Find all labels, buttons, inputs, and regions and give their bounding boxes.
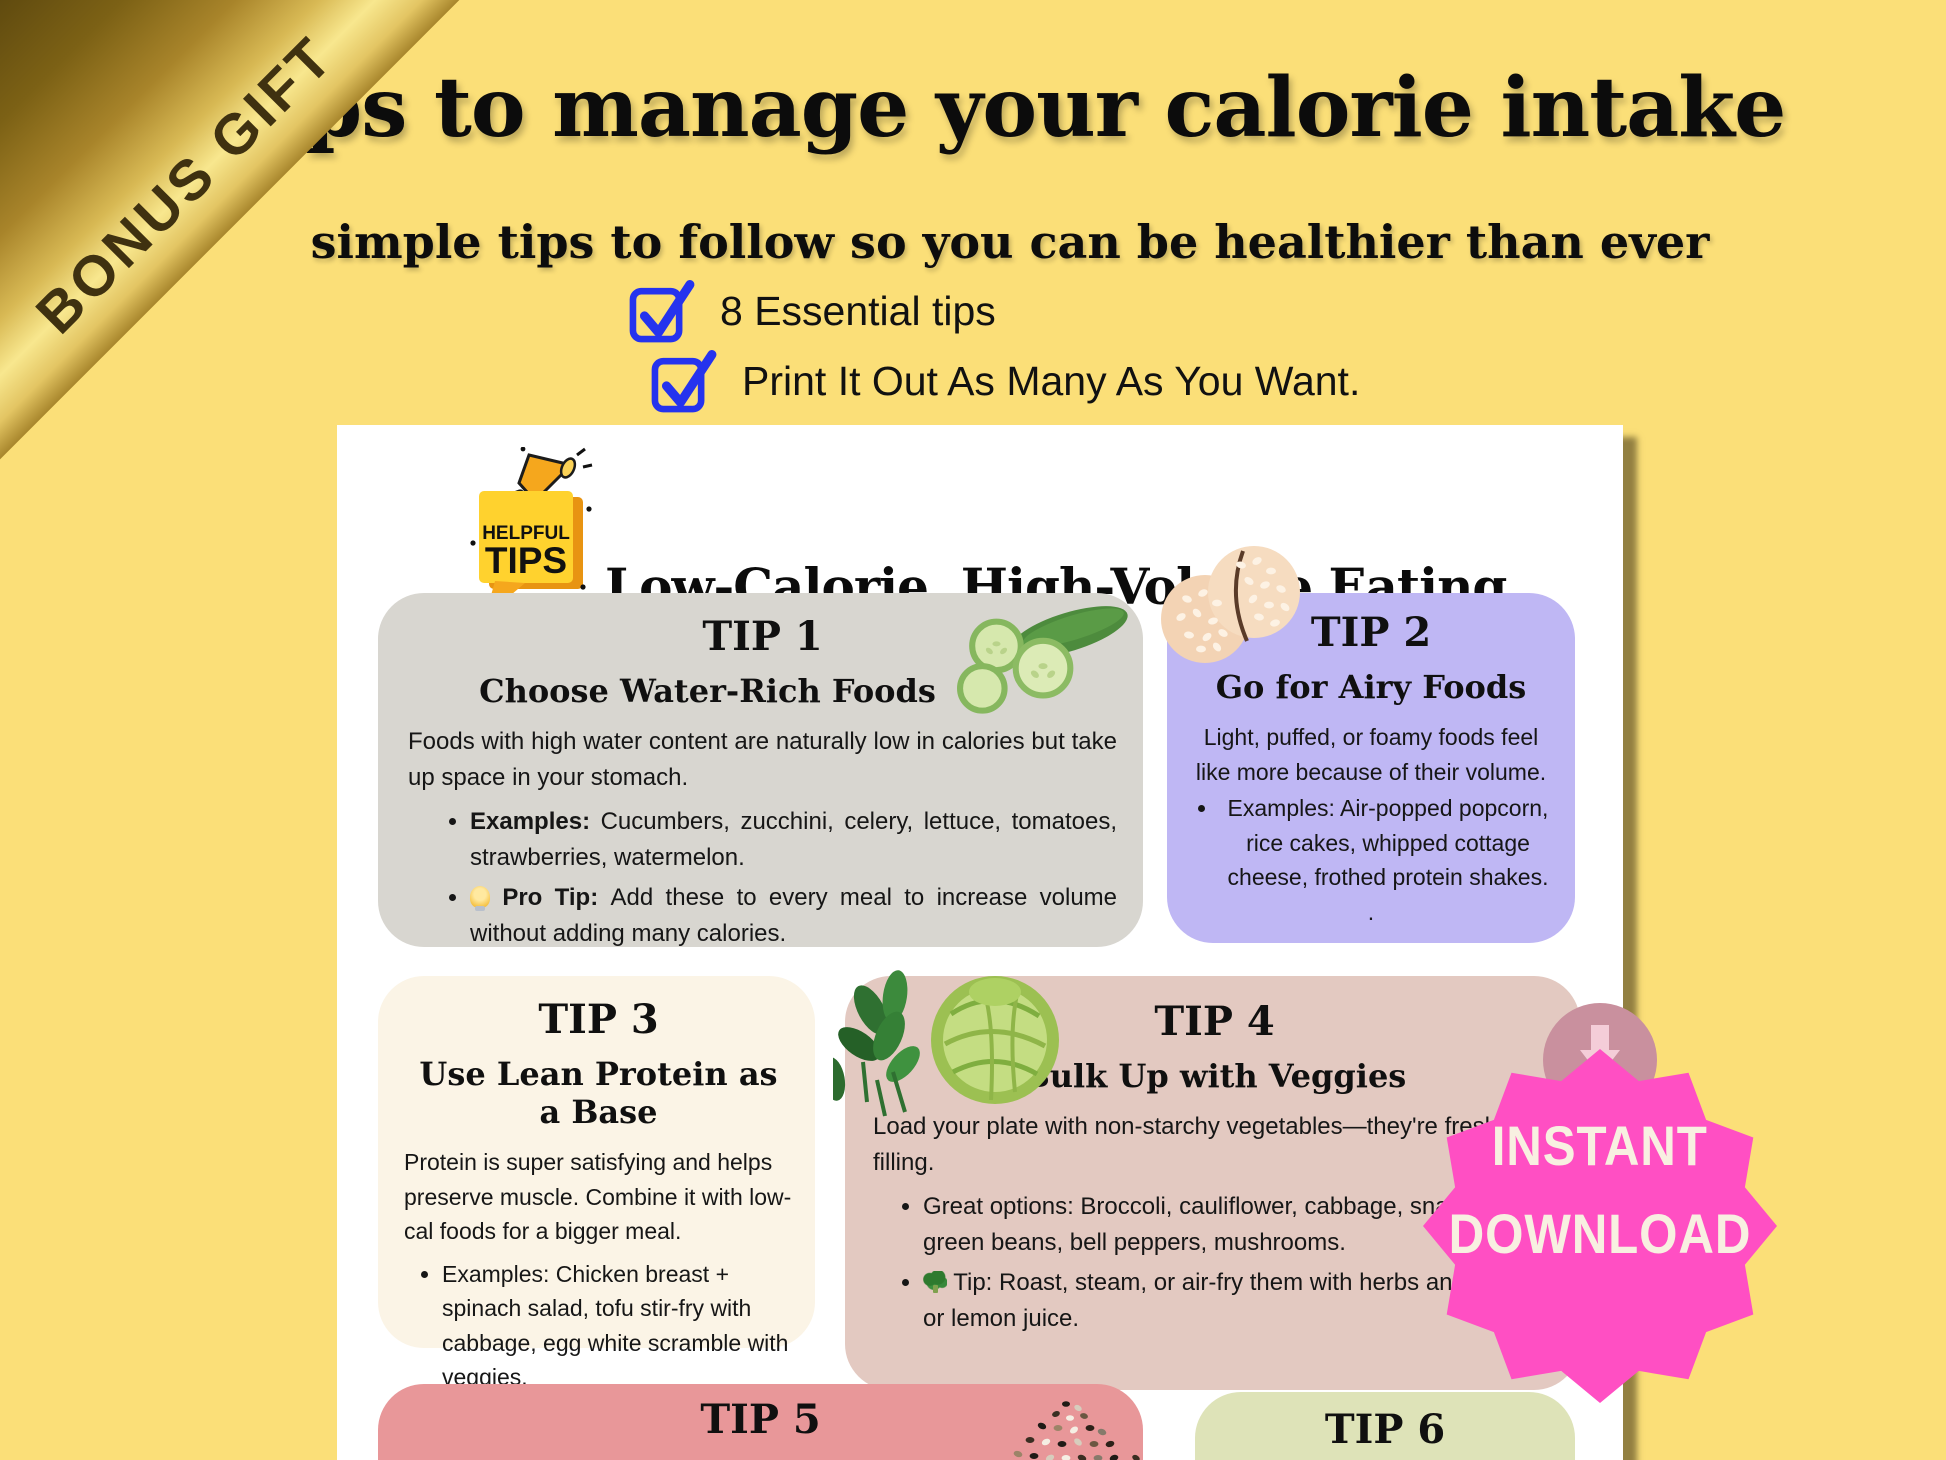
- checklist-item-1: 8 Essential tips: [628, 278, 996, 344]
- tip-body: Light, puffed, or foamy foods feel like …: [1195, 724, 1547, 785]
- tip-id: TIP 4: [1154, 998, 1275, 1045]
- tip-body: Protein is super satisfying and helps pr…: [404, 1149, 792, 1244]
- checkbox-icon: [651, 350, 717, 413]
- tip-body: Foods with high water content are natura…: [408, 728, 1117, 791]
- checkbox-icon: [629, 280, 695, 343]
- tip-body: Load your plate with non-starchy vegetab…: [873, 1113, 1545, 1176]
- tip-id: TIP 6: [1324, 1406, 1446, 1453]
- tip-heading: Use Lean Protein as a Base: [419, 1055, 778, 1131]
- stray-period: .: [1367, 898, 1375, 925]
- bullet-item: Great options: Broccoli, cauliflower, ca…: [923, 1189, 1556, 1261]
- tip-bullets: Examples: Cucumbers, zucchini, celery, l…: [408, 804, 1117, 952]
- tip-bullets: Examples: Air-popped popcorn, rice cakes…: [1185, 791, 1557, 895]
- tip-heading: Add Fiber-Rich Ingredients: [398, 1457, 1123, 1460]
- page-title: Tips to manage your calorie intake: [214, 60, 1787, 156]
- badge-word-helpful: HELPFUL: [482, 523, 570, 544]
- bullet-item: Examples: Chicken breast + spinach salad…: [442, 1257, 793, 1395]
- tip-id: TIP 1: [702, 613, 823, 660]
- checklist-label: Print It Out As Many As You Want.: [742, 357, 1361, 404]
- tip-heading: Bulk Up with Veggies: [1022, 1057, 1407, 1095]
- tip-card-5: TIP 5 Add Fiber-Rich Ingredients: [378, 1384, 1143, 1460]
- bullet-item: Examples: Cucumbers, zucchini, celery, l…: [470, 804, 1117, 876]
- cucumber-illustration-icon: [957, 606, 1128, 714]
- seeds-illustration-icon: [1013, 1401, 1140, 1460]
- tip-card-1: TIP 1 Choose Water-Rich Foods Foods with…: [378, 593, 1143, 947]
- cabbage-head: [931, 976, 1059, 1104]
- tip-card-6: TIP 6 Season Big!: [1195, 1392, 1575, 1460]
- badge-line-1: INSTANT: [1491, 1114, 1709, 1177]
- checklist-label: 8 Essential tips: [720, 287, 996, 334]
- ribbon-label: BONUS GIFT: [24, 24, 347, 347]
- tip-heading: Choose Water-Rich Foods: [479, 672, 936, 710]
- badge-line-2: DOWNLOAD: [1448, 1202, 1752, 1265]
- tip-id: TIP 2: [1310, 609, 1432, 656]
- tip-card-2: TIP 2 Go for Airy Foods Light, puffed, o…: [1161, 546, 1575, 943]
- bullet-item: Examples: Air-popped popcorn, rice cakes…: [1219, 791, 1557, 895]
- rice-cakes-illustration-icon: [1161, 546, 1300, 663]
- bullet-item: Pro Tip: Add these to every meal to incr…: [470, 880, 1117, 952]
- badge-word-tips: TIPS: [485, 540, 567, 581]
- tip-id: TIP 3: [538, 996, 659, 1043]
- instant-download-label: INSTANT DOWNLOAD: [1427, 1118, 1773, 1262]
- checklist-item-2: Print It Out As Many As You Want.: [650, 348, 1360, 414]
- spinach-cabbage-illustration-icon: [833, 970, 1059, 1117]
- tip-card-3: TIP 3 Use Lean Protein as a Base Protein…: [378, 976, 815, 1390]
- helpful-tips-badge: HELPFUL TIPS: [470, 447, 593, 618]
- tip-heading: Go for Airy Foods: [1215, 668, 1527, 706]
- lightbulb-icon: [470, 886, 490, 911]
- broccoli-icon: [923, 1271, 947, 1293]
- instant-download-badge: [1423, 1049, 1777, 1403]
- page-subtitle: simple tips to follow so you can be heal…: [310, 215, 1710, 269]
- flyer-sheet: HELPFUL TIPS Low-Calorie, High-Volume Ea…: [337, 425, 1623, 1460]
- tip-bullets: Examples: Chicken breast + spinach salad…: [404, 1257, 793, 1395]
- megaphone-icon: [512, 447, 593, 509]
- spinach-leaves: [833, 970, 920, 1117]
- tip-id: TIP 5: [700, 1396, 821, 1443]
